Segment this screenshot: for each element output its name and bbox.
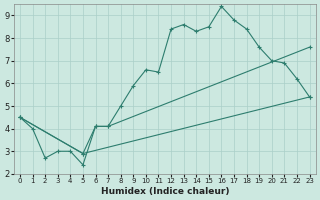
X-axis label: Humidex (Indice chaleur): Humidex (Indice chaleur) (100, 187, 229, 196)
